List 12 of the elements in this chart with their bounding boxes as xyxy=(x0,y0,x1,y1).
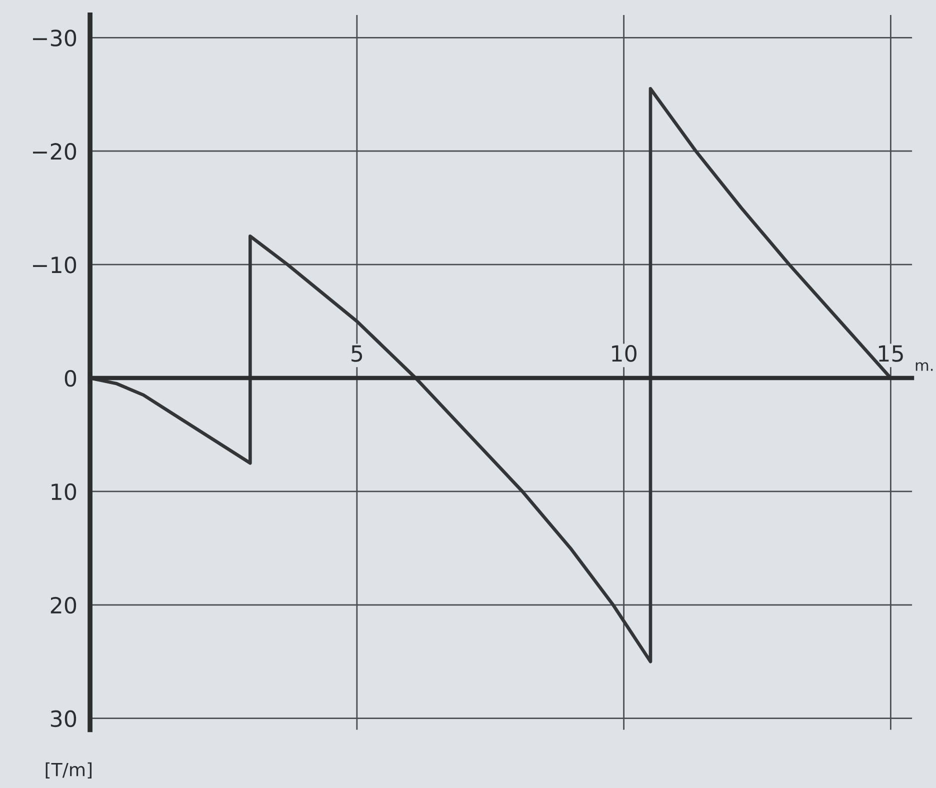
x-tick-label: 10 xyxy=(612,345,636,362)
y-tick-label: 0 xyxy=(64,370,76,387)
y-tick-label: −30 xyxy=(33,30,76,46)
x-tick-label: 5 xyxy=(352,345,362,362)
y-tick-label: 20 xyxy=(50,596,76,614)
y-tick-label: −20 xyxy=(33,143,76,160)
x-axis-title: m. xyxy=(916,362,933,371)
y-tick-label: 10 xyxy=(52,483,76,500)
y-tick-label: 30 xyxy=(50,710,76,728)
y-tick-label: −10 xyxy=(33,256,76,274)
y-axis-title: [T/m] xyxy=(46,762,92,779)
x-tick-label: 15 xyxy=(878,345,903,362)
